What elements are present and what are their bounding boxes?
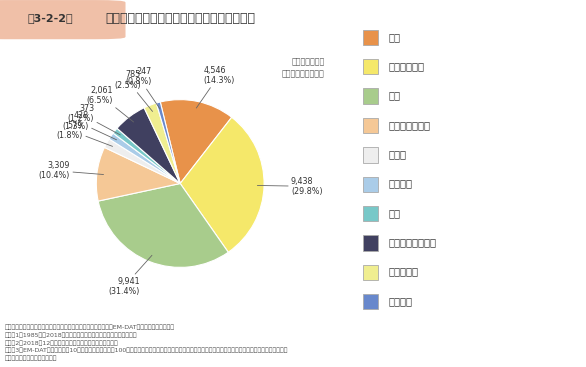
Bar — [363, 177, 379, 192]
Wedge shape — [98, 184, 229, 268]
Bar — [363, 30, 379, 45]
Text: 米国: 米国 — [389, 90, 401, 101]
Text: ドイツ: ドイツ — [389, 149, 407, 159]
Text: フランス: フランス — [389, 178, 413, 189]
Text: 428
(1.3%): 428 (1.3%) — [63, 111, 117, 140]
Wedge shape — [160, 99, 231, 184]
Text: 247
(0.8%): 247 (0.8%) — [125, 67, 160, 109]
Text: 英国: 英国 — [389, 208, 401, 218]
Text: 9,941
(31.4%): 9,941 (31.4%) — [108, 255, 152, 296]
Bar — [363, 59, 379, 75]
Wedge shape — [96, 148, 180, 201]
Bar — [363, 265, 379, 280]
Text: アフリカ: アフリカ — [389, 296, 413, 306]
Wedge shape — [144, 103, 180, 184]
Text: 第3-2-2図: 第3-2-2図 — [28, 14, 73, 23]
Text: その他ヨーロッパ: その他ヨーロッパ — [389, 237, 437, 247]
Wedge shape — [109, 133, 180, 184]
Wedge shape — [113, 128, 180, 184]
Wedge shape — [180, 117, 264, 252]
Text: （上段：億ドル
下段：割合（％））: （上段：億ドル 下段：割合（％）） — [282, 58, 325, 79]
Bar — [363, 235, 379, 251]
Text: 日本: 日本 — [389, 32, 401, 42]
Text: その他アメリカ: その他アメリカ — [389, 120, 431, 130]
Text: 4,546
(14.3%): 4,546 (14.3%) — [196, 66, 235, 108]
Text: その他アジア: その他アジア — [389, 61, 425, 71]
Text: 2,061
(6.5%): 2,061 (6.5%) — [87, 86, 134, 122]
Wedge shape — [156, 102, 180, 184]
Text: 373
(1.2%): 373 (1.2%) — [67, 104, 120, 135]
Wedge shape — [104, 139, 180, 184]
Bar — [363, 147, 379, 163]
Text: 785
(2.5%): 785 (2.5%) — [114, 70, 152, 112]
Text: 579
(1.8%): 579 (1.8%) — [57, 120, 113, 146]
Bar — [363, 294, 379, 309]
Bar — [363, 88, 379, 104]
Bar — [363, 206, 379, 221]
FancyBboxPatch shape — [0, 1, 125, 39]
Text: 3,309
(10.4%): 3,309 (10.4%) — [39, 161, 104, 180]
Text: 9,438
(29.8%): 9,438 (29.8%) — [257, 177, 322, 196]
Text: 世界における自然災害被害額と被害額の割合: 世界における自然災害被害額と被害額の割合 — [105, 12, 255, 25]
Bar — [363, 118, 379, 133]
Wedge shape — [117, 108, 180, 184]
Text: オセアニア: オセアニア — [389, 266, 418, 277]
Text: 資料：ルーバン・カトリック大学疫学研究所災害データベース（EM-DAT）より中小企業庁作成
（注）1．1985年～2018年の自然災害による被害額を集計している: 資料：ルーバン・カトリック大学疫学研究所災害データベース（EM-DAT）より中小… — [5, 325, 288, 361]
